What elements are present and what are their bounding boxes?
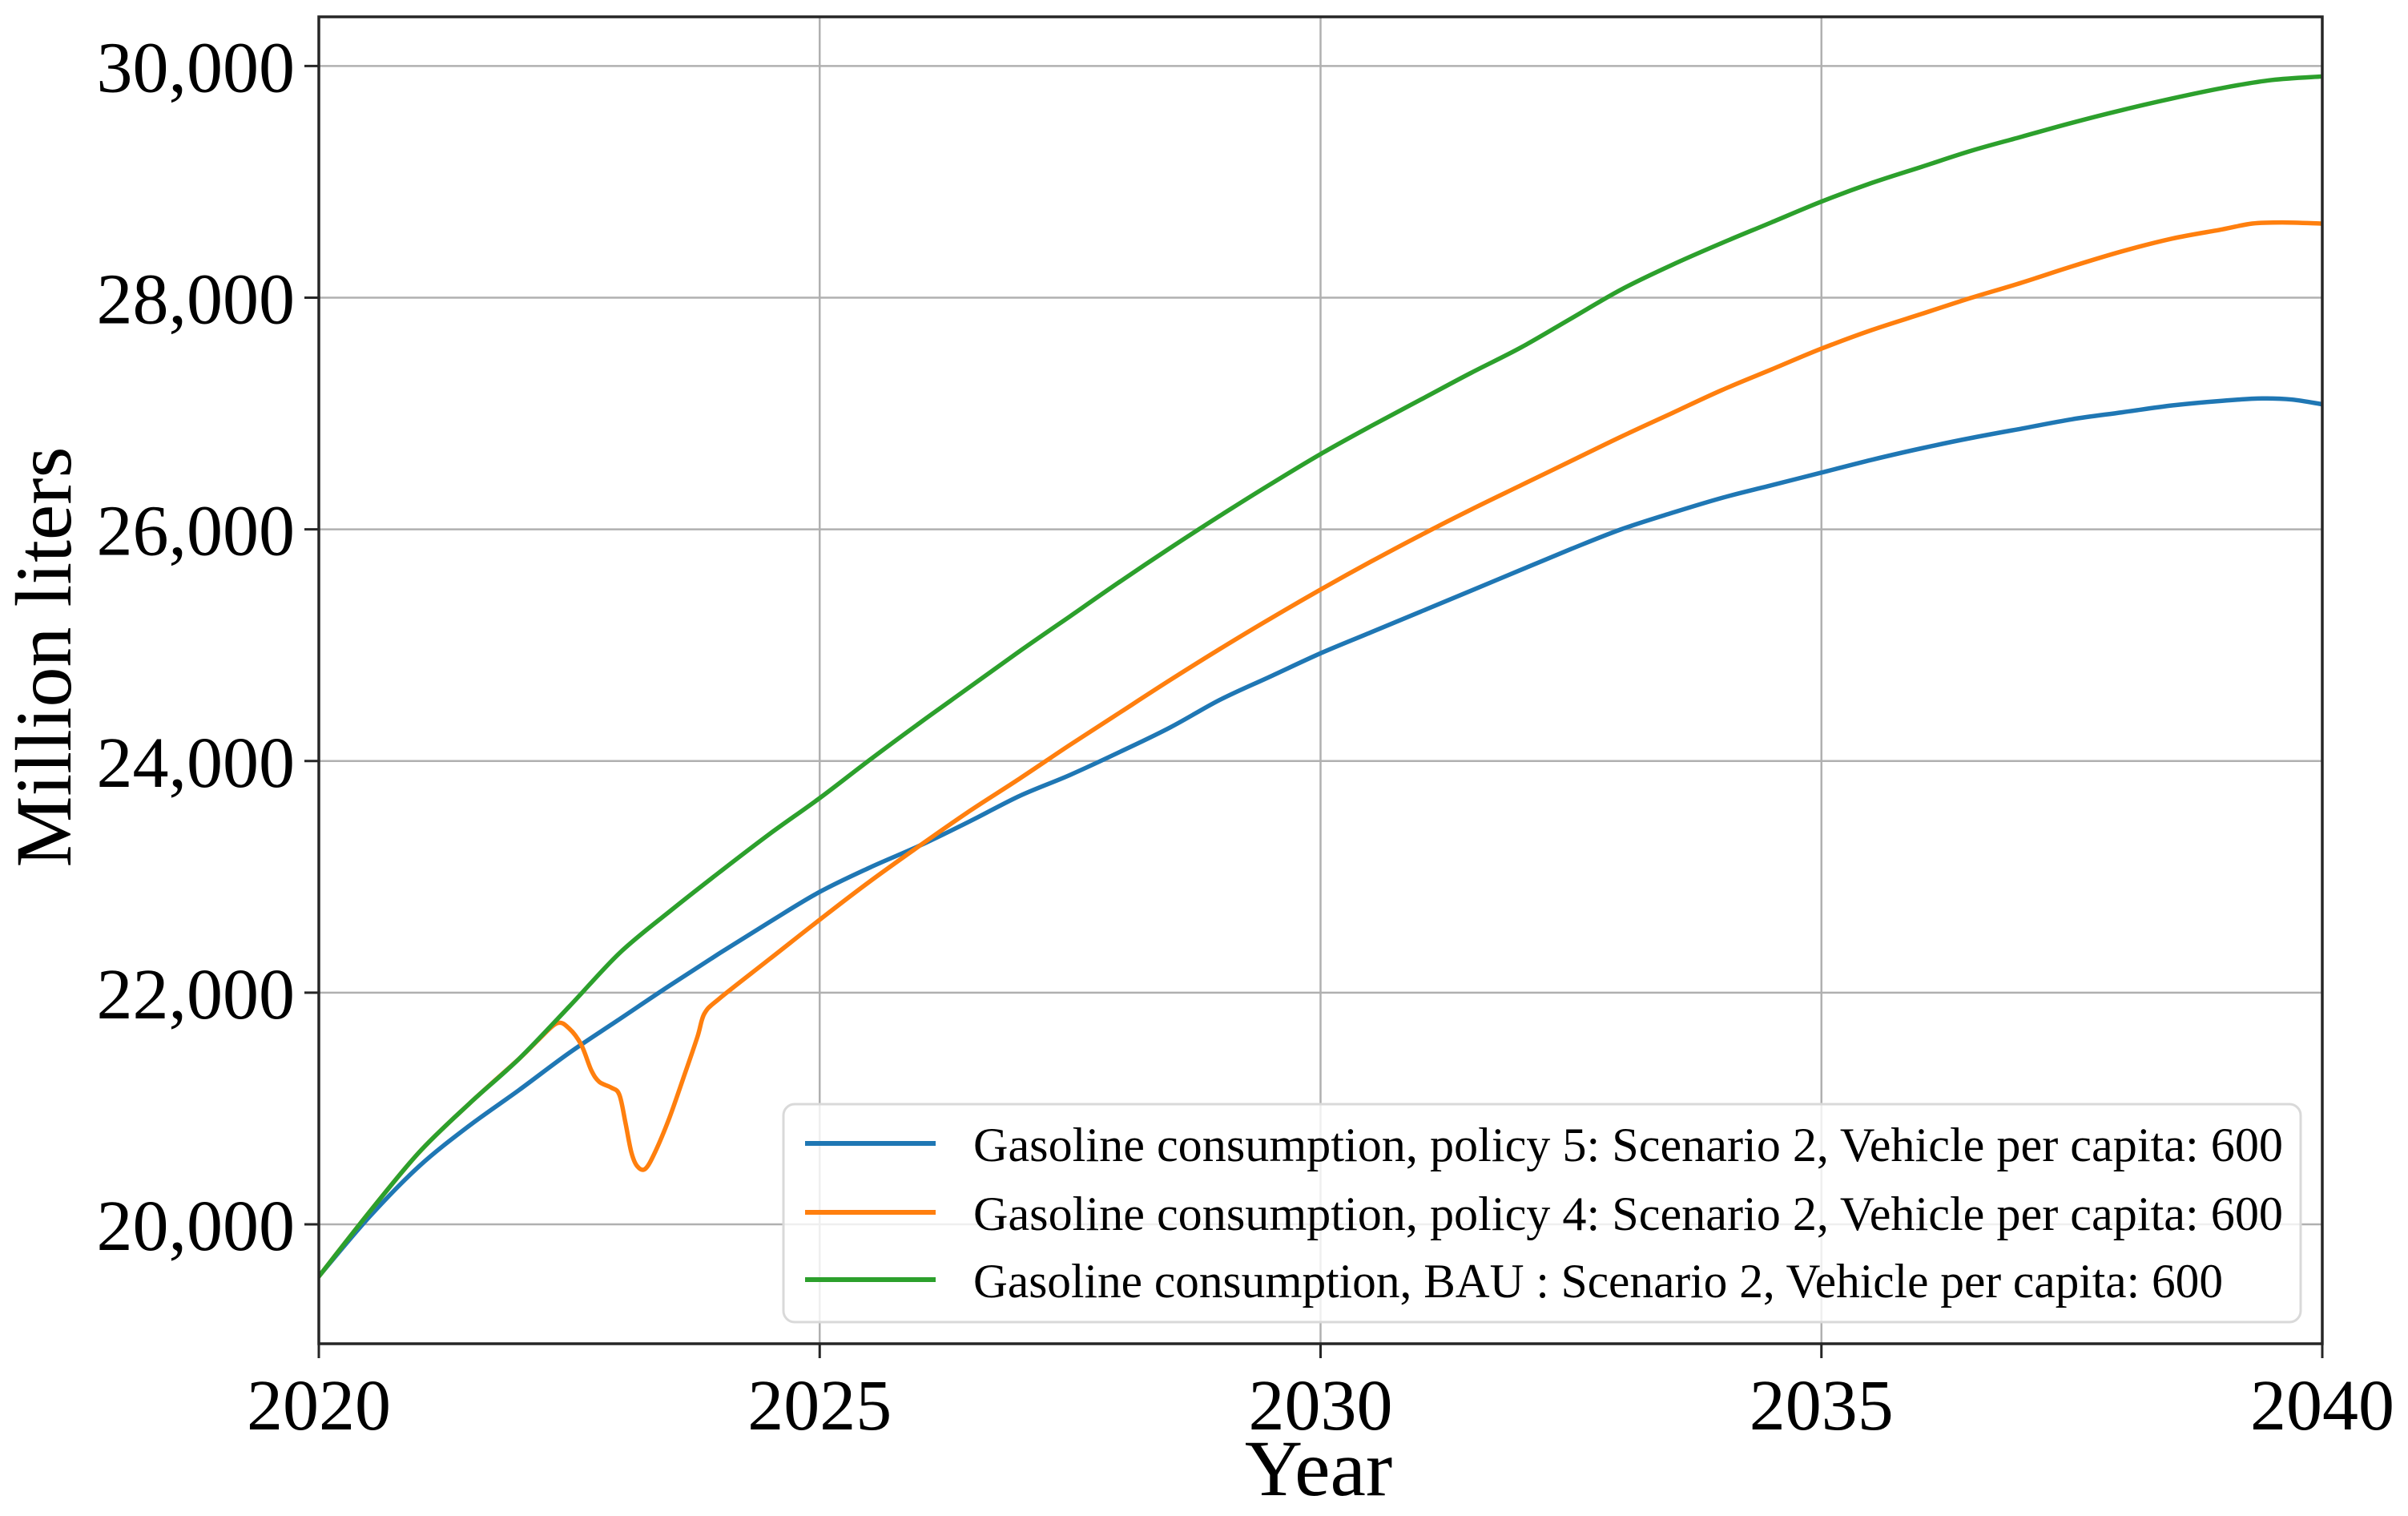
y-tick-label: 30,000 — [97, 28, 296, 107]
x-tick-label: 2030 — [1249, 1366, 1393, 1445]
x-tick-label: 2025 — [747, 1366, 892, 1445]
y-tick-label: 22,000 — [97, 955, 296, 1034]
y-tick-label: 28,000 — [97, 260, 296, 340]
y-tick-label: 26,000 — [97, 492, 296, 571]
legend-entry-bau: Gasoline consumption, BAU : Scenario 2, … — [973, 1255, 2223, 1308]
axis-tick-marks — [304, 64, 2324, 1358]
series-line — [319, 74, 2322, 1279]
grid-lines — [317, 17, 2324, 1344]
legend: Gasoline consumption, policy 5: Scenario… — [782, 1103, 2302, 1324]
x-tick-label: 2020 — [247, 1366, 391, 1445]
x-tick-label: 2035 — [1750, 1366, 1894, 1445]
y-tick-label: 24,000 — [97, 724, 296, 803]
x-axis-tick-labels: 2020 2025 2030 2035 2040 — [247, 1366, 2394, 1445]
x-axis-title: Year — [1245, 1424, 1392, 1513]
x-tick-label: 2040 — [2250, 1366, 2394, 1445]
data-series — [319, 74, 2322, 1279]
series-line — [319, 396, 2322, 1279]
y-axis-title: Million liters — [0, 447, 88, 868]
y-tick-label: 20,000 — [97, 1187, 296, 1266]
y-axis-tick-labels: 20,000 22,000 24,000 26,000 28,000 30,00… — [97, 28, 296, 1266]
legend-box — [782, 1103, 2302, 1324]
legend-entry-policy4: Gasoline consumption, policy 4: Scenario… — [973, 1187, 2283, 1240]
series-line — [319, 220, 2322, 1279]
legend-entry-policy5: Gasoline consumption, policy 5: Scenario… — [973, 1119, 2283, 1171]
